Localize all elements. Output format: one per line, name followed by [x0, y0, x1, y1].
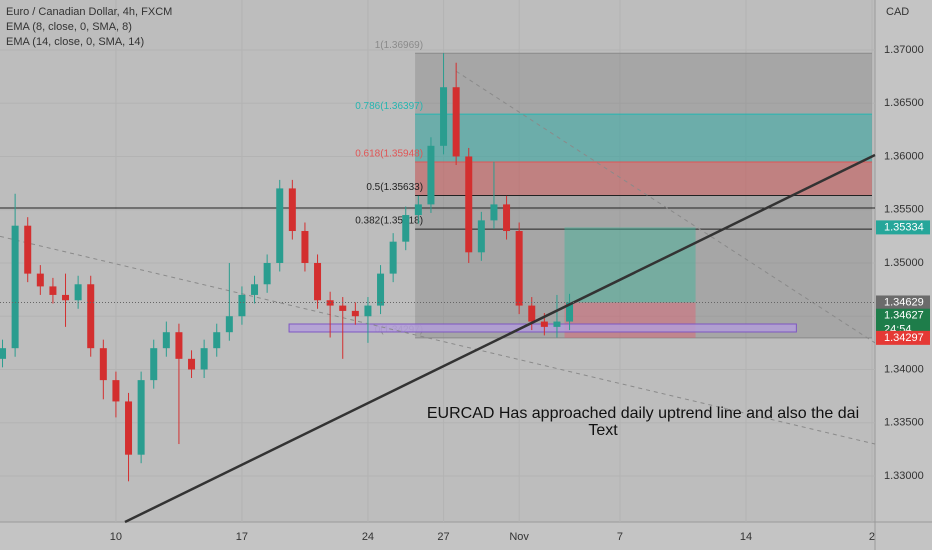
candle-body [175, 332, 183, 359]
y-tick-label: 1.35500 [884, 204, 924, 216]
candle-body [503, 204, 511, 232]
candle-body [276, 188, 284, 263]
y-tick-label: 1.36500 [884, 97, 924, 109]
dashed-line [455, 70, 876, 344]
candle-body [62, 294, 70, 301]
price-marker-label: 1.35334 [884, 221, 924, 233]
position-target [564, 227, 696, 303]
candle-body [251, 284, 259, 295]
candle-body [112, 380, 120, 402]
fib-band [415, 114, 872, 162]
candle-body [540, 321, 548, 327]
candle-body [11, 225, 19, 349]
candle-body [452, 87, 460, 157]
fib-label: 0.5(1.35633) [366, 182, 423, 193]
fib-label: 1(1.36969) [375, 40, 423, 51]
candle-body [150, 348, 158, 381]
candle-body [49, 286, 57, 295]
candle-body [99, 348, 107, 381]
candle-body [263, 262, 271, 285]
y-tick-label: 1.35000 [884, 257, 924, 269]
candle-body [364, 305, 372, 317]
indicator-label: EMA (8, close, 0, SMA, 8) [6, 21, 132, 33]
dashed-line [0, 235, 876, 445]
x-tick-label: 10 [110, 531, 122, 543]
x-tick-label: 14 [740, 531, 752, 543]
candle-body [465, 156, 473, 253]
fib-label: 0.786(1.36397) [355, 101, 423, 112]
x-tick-label: 7 [617, 531, 623, 543]
candle-body [301, 231, 309, 263]
candle-body [515, 231, 523, 306]
candle-body [162, 332, 170, 349]
position-stop [564, 302, 696, 338]
price-marker-label: 1.34297 [884, 332, 924, 344]
candle-body [36, 273, 44, 287]
x-tick-label: 27 [437, 531, 449, 543]
x-tick-label: 17 [236, 531, 248, 543]
candle-body [137, 380, 145, 455]
candle-body [553, 321, 561, 327]
candle-body [24, 225, 32, 274]
candle-body [414, 204, 422, 216]
y-tick-label: 1.33000 [884, 470, 924, 482]
candle-body [238, 294, 246, 317]
y-tick-label: 1.37000 [884, 44, 924, 56]
candle-body [200, 348, 208, 370]
price-marker [876, 220, 930, 235]
fib-label: 0.618(1.35948) [355, 149, 423, 160]
candle-body [0, 348, 7, 359]
price-marker [876, 295, 930, 310]
candle-body [351, 310, 359, 317]
plot-background [0, 0, 875, 522]
y-tick-label: 1.36000 [884, 150, 924, 162]
candle-body [213, 332, 221, 349]
time-axis [0, 522, 875, 550]
chart-title: Euro / Canadian Dollar, 4h, FXCM [6, 6, 172, 18]
candle-body [490, 204, 498, 221]
candle-body [288, 188, 296, 232]
price-marker-label: 1.34629 [884, 296, 924, 308]
candle-body [377, 273, 385, 306]
price-axis [875, 0, 932, 550]
candle-body [87, 284, 95, 349]
fib-label: 0.382(1.35318) [355, 216, 423, 227]
candle-body [402, 215, 410, 242]
candle-body [188, 358, 196, 370]
x-tick-label: 2 [869, 531, 875, 543]
candle-body [389, 241, 397, 274]
candle-body [427, 145, 435, 205]
candle-body [566, 302, 574, 322]
fib-band [415, 162, 872, 196]
y-tick-label: 1.33500 [884, 417, 924, 429]
candle-body [339, 305, 347, 311]
trendline [124, 153, 876, 524]
price-marker-label: 1.34627 [884, 310, 924, 322]
candle-body [477, 220, 485, 253]
currency-label: CAD [886, 6, 909, 18]
annotation: Text [588, 422, 618, 439]
indicator-label: EMA (14, close, 0, SMA, 14) [6, 36, 144, 48]
price-marker [876, 330, 930, 345]
x-tick-label: 24 [362, 531, 374, 543]
annotation: EURCAD Has approached daily uptrend line… [427, 405, 859, 422]
candle-body [74, 284, 82, 301]
x-tick-label: Nov [509, 531, 529, 543]
candle-body [440, 87, 448, 146]
candle-body [125, 401, 133, 455]
candle-body [225, 316, 233, 333]
candle-body [528, 305, 536, 322]
candle-body [314, 262, 322, 301]
y-tick-label: 1.34000 [884, 363, 924, 375]
